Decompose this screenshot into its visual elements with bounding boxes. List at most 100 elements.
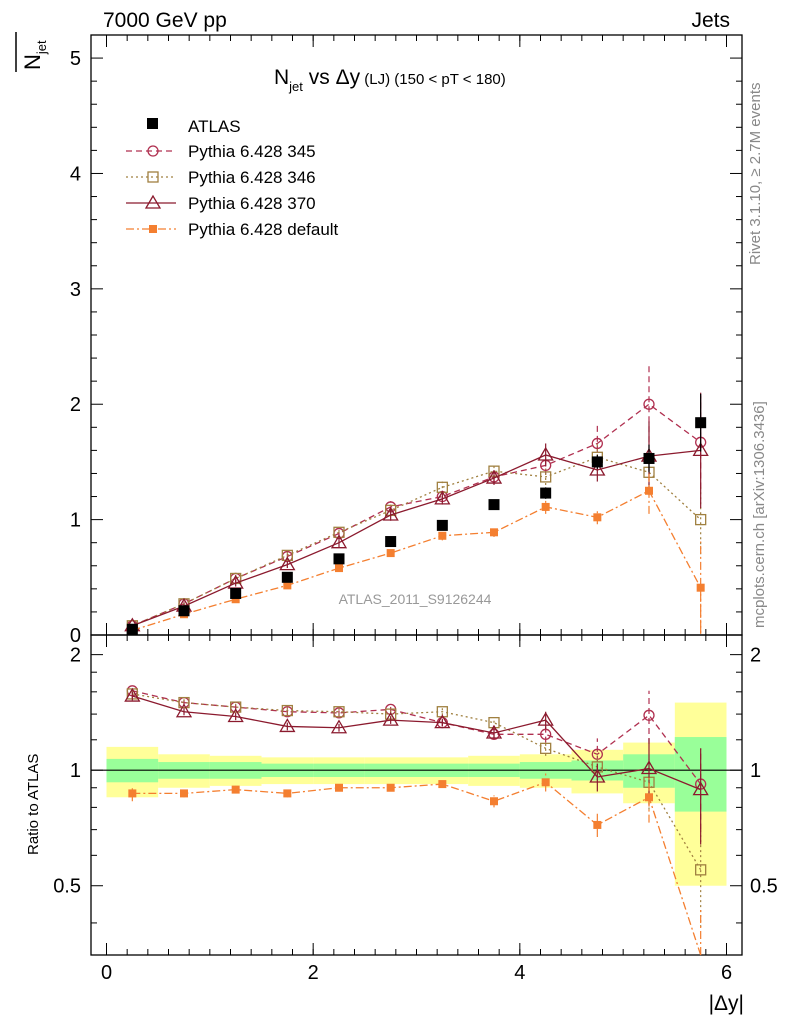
atlas-point [643,452,655,464]
ratio-series-2-point [485,724,503,739]
series-3-point [541,502,550,511]
series-2-point [279,556,296,571]
series-2-point [330,534,348,549]
atlas-point [488,499,500,511]
series-2-point [537,446,554,461]
atlas-point [126,623,138,635]
ratio-series-3 [128,773,702,956]
top-panel: 0 1 2 3 4 5 [70,34,743,647]
series-3-point [231,595,240,604]
ratio-series-3-point [541,778,550,787]
atlas-data [126,393,707,635]
ratio-series-2-point [382,711,399,726]
series-3-point [490,528,498,537]
legend-label-1: Pythia 6.428 346 [188,168,316,187]
atlas-point [385,536,397,548]
ratio-y-tick-label: 0.5 [53,876,81,898]
series-0-point [643,398,655,410]
ratio-series-1-point [333,706,345,718]
series-0-line [132,403,702,627]
series-3-point [386,549,395,558]
chart-title: Njet vs Δy (LJ) (150 < pT < 180) [274,66,506,94]
atlas-point [436,519,448,531]
series-1-point [333,526,345,538]
analysis-watermark: ATLAS_2011_S9126244 [339,591,492,607]
series-1-line [132,456,702,627]
atlas-point [540,487,552,499]
svg-text:Njet: Njet [20,40,49,70]
legend-atlas-marker [147,118,158,129]
series-1-point [695,513,707,526]
ratio-y-tick-label: 1 [70,760,81,782]
series-0-point [591,437,603,450]
ratio-series-3-point [180,789,188,798]
legend-marker-2 [144,194,162,209]
ratio-series-2-point [124,687,141,702]
legend-marker-3 [149,225,157,233]
top-ylabel: Njet [15,32,49,72]
ratio-series-1 [126,688,707,928]
ratio-series-3-point [128,789,137,798]
title-jet-sub: jet [288,79,303,94]
title-lj: (LJ) [360,71,390,88]
ratio-y-tick-label-right: 2 [750,645,761,667]
series-3-line [132,489,702,632]
atlas-point [281,571,293,583]
title-delta-y: Δy [336,66,361,89]
ratio-series-2-point [330,719,348,734]
ratio-series-0-line [132,690,702,785]
series-3-point [438,531,447,540]
ratio-series-2-point [227,708,244,723]
series-2-point [589,461,606,476]
ratio-series-3-point [490,797,498,806]
ratio-series-2-point [279,718,296,733]
ratio-series-2-point [640,760,658,775]
ratio-y-tick-label-right: 0.5 [750,876,778,898]
xlabel: |Δy| [709,992,744,1015]
ratio-series-0-point [643,709,655,721]
ratio-y-tick-label-right: 1 [750,760,761,782]
y-tick-label: 5 [70,48,81,70]
series-2-point [434,490,451,505]
ratio-series-0-point [540,728,552,740]
ratio-series-2-point [434,714,451,729]
top-ylabel-n: N [20,54,45,70]
ratio-series-3-point [593,820,602,829]
y-tick-label: 1 [70,510,81,532]
ratio-series-3-line [132,781,702,956]
x-tick-label: 2 [308,962,319,984]
series-2-point [382,506,399,521]
ratio-panel: 0 2 4 6 0.5 0.5 1 1 2 2 [53,634,778,984]
header-left: 7000 GeV pp [103,9,227,32]
atlas-point [695,417,707,429]
legend-label-3: Pythia 6.428 default [188,220,339,239]
series-3-point [645,486,653,495]
legend-marker-1 [147,171,159,183]
y-tick-label: 4 [70,163,81,185]
ratio-series-2-line [132,695,701,791]
series-3-point [283,581,292,590]
ratio-series-1-point [488,716,500,729]
rivet-label: Rivet 3.1.10, ≥ 2.7M events [747,83,764,266]
ratio-y-tick-label: 2 [70,645,81,667]
title-n: N [274,66,289,89]
atlas-point [230,587,242,599]
ratio-series-2-point [692,781,709,796]
legend-label-2: Pythia 6.428 370 [188,194,316,213]
x-tick-label: 4 [514,962,525,984]
atlas-point [591,456,603,468]
ratio-series-2-point [537,711,554,726]
ratio-series-3-point [645,793,653,802]
legend: ATLAS Pythia 6.428 345 Pythia 6.428 346 Pyt… [126,117,339,239]
atlas-point [333,553,345,565]
top-ylabel-sub: jet [34,40,49,55]
series-2-point [692,442,709,457]
ratio-series-3-point [386,783,395,792]
series-3-top [128,467,705,635]
series-2-point [485,469,503,484]
legend-marker-0 [147,145,159,157]
header-right: Jets [691,9,730,32]
ratio-series-3-point [335,783,343,792]
ratio-series-2-point [175,703,193,718]
